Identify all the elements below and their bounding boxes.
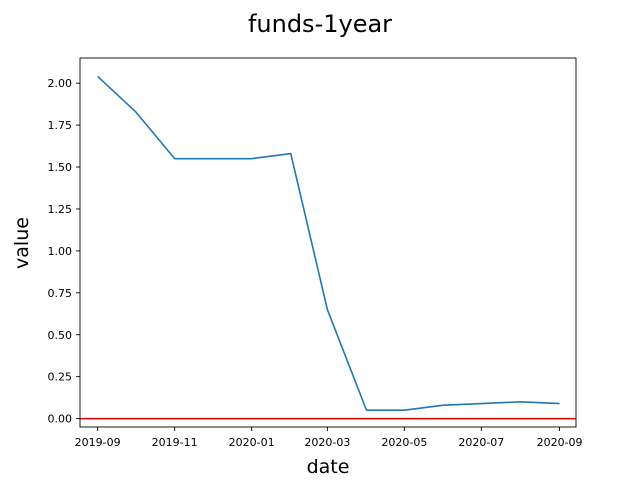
y-tick-label: 0.25 bbox=[48, 371, 73, 384]
y-tick-label: 1.50 bbox=[48, 161, 73, 174]
x-tick-label: 2020-03 bbox=[304, 436, 350, 449]
chart-title: funds-1year bbox=[248, 10, 392, 38]
y-tick-label: 2.00 bbox=[48, 77, 73, 90]
x-tick-label: 2020-05 bbox=[381, 436, 427, 449]
y-tick-label: 1.00 bbox=[48, 245, 73, 258]
y-tick-label: 1.25 bbox=[48, 203, 73, 216]
x-tick-label: 2020-07 bbox=[458, 436, 504, 449]
y-tick-label: 0.00 bbox=[48, 413, 73, 426]
x-tick-label: 2019-11 bbox=[152, 436, 198, 449]
plot-frame bbox=[79, 57, 577, 428]
y-tick-label: 0.75 bbox=[48, 287, 73, 300]
y-tick-label: 0.50 bbox=[48, 329, 73, 342]
series-line-0 bbox=[97, 75, 560, 412]
plot-area: 0.00 0.25 0.50 0.75 1.00 1.25 1.50 1.75 2.00 2019… bbox=[48, 57, 583, 449]
y-tick-label: 1.75 bbox=[48, 119, 73, 132]
x-tick-label: 2020-09 bbox=[537, 436, 583, 449]
y-axis-title: value bbox=[11, 217, 33, 269]
x-tick-label: 2020-01 bbox=[229, 436, 275, 449]
x-axis-title: date bbox=[307, 456, 350, 478]
x-tick-label: 2019-09 bbox=[75, 436, 121, 449]
